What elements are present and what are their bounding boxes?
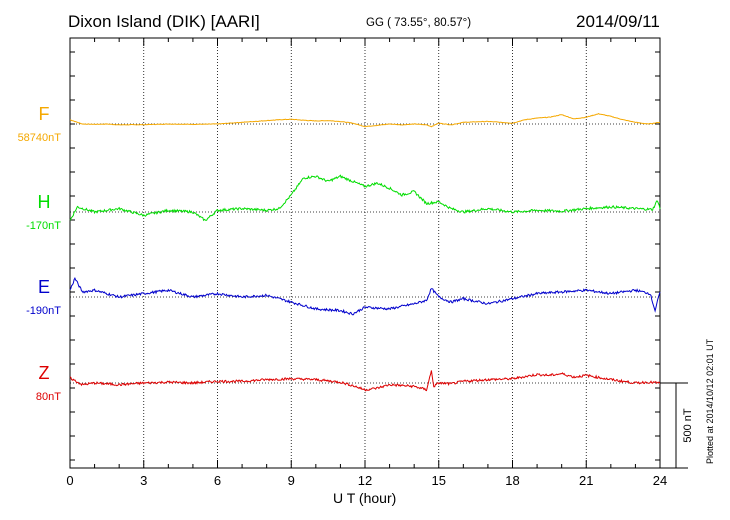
x-tick-label: 12	[358, 473, 372, 488]
series-line-E	[69, 277, 661, 316]
x-tick-label: 24	[653, 473, 667, 488]
scale-bar-label: 500 nT	[682, 408, 694, 443]
x-tick-label: 9	[288, 473, 295, 488]
series-label-E: E	[38, 277, 50, 297]
series-baseline-H: -170nT	[26, 220, 61, 232]
x-tick-label: 3	[140, 473, 147, 488]
series-baseline-Z: 80nT	[36, 391, 61, 403]
x-tick-label: 0	[66, 473, 73, 488]
series-baseline-E: -190nT	[26, 305, 61, 317]
series-line-Z	[69, 370, 661, 392]
series-baseline-F: 58740nT	[18, 132, 62, 144]
x-tick-label: 15	[432, 473, 446, 488]
series-label-Z: Z	[39, 363, 50, 383]
x-tick-label: 18	[505, 473, 519, 488]
series-label-H: H	[38, 192, 51, 212]
series-label-F: F	[39, 104, 50, 124]
series-line-F	[69, 113, 661, 128]
x-tick-label: 6	[214, 473, 221, 488]
x-tick-label: 21	[579, 473, 593, 488]
chart-date: 2014/09/11	[576, 12, 660, 31]
station-coordinates: GG ( 73.55°, 80.57°)	[366, 17, 472, 29]
chart-title: Dixon Island (DIK) [AARI]	[68, 12, 260, 31]
x-axis-label: U T (hour)	[333, 490, 397, 506]
plot-frame	[69, 37, 661, 469]
series-line-H	[69, 174, 661, 222]
